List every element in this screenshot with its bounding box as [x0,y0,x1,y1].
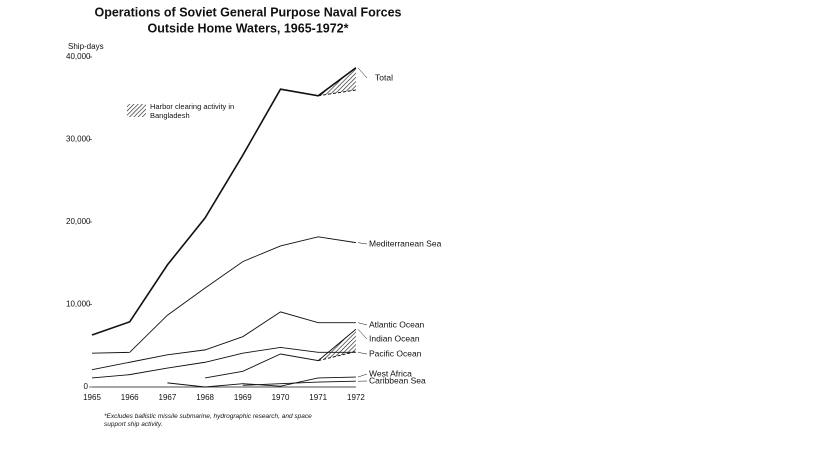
leader-line [357,67,368,79]
series-line [91,346,356,379]
x-tick-label: 1972 [347,393,365,402]
y-tick-label: 20,000 [66,217,91,226]
series-label: Mediterranean Sea [369,238,442,248]
harbor-clearing-area [318,67,356,96]
series-line [91,311,356,371]
x-tick-label: 1970 [272,393,290,402]
series-label: Caribbean Sea [369,375,426,385]
series-label: West Africa [369,368,412,378]
footnote: *Excludes ballistic missile submarine, h… [104,413,312,428]
series-label: Total [375,72,393,82]
dashed-line [318,89,356,97]
leader-line [357,352,368,355]
y-tick-label: 30,000 [66,135,91,144]
dashed-line [318,351,357,362]
y-axis-label: Ship-days [68,42,104,51]
x-tick-label: 1969 [234,393,252,402]
series-label: Pacific Ocean [369,348,422,358]
legend-text: Harbor clearing activity in Bangladesh [150,102,235,120]
x-tick-label: 1971 [309,393,327,402]
footnote-text: *Excludes ballistic missile submarine, h… [104,413,312,428]
leader-line [357,329,368,340]
legend-swatch [127,104,146,117]
leader-line [357,322,368,326]
legend: Harbor clearing activity in Bangladesh [150,102,235,120]
leader-line [357,373,368,378]
series-line [91,236,356,354]
series-line [205,328,357,379]
x-tick-label: 1965 [83,393,101,402]
series-line [91,67,357,336]
x-tick-label: 1967 [159,393,177,402]
y-tick-label: 10,000 [66,300,91,309]
y-tick-label: 0 [84,382,89,391]
series-label: Atlantic Ocean [369,319,425,329]
series-line [242,380,356,386]
leader-line [357,242,368,245]
y-tick-label: 40,000 [66,52,91,61]
x-tick-label: 1966 [121,393,139,402]
x-tick-label: 1968 [196,393,214,402]
chart-title: Operations of Soviet General Purpose Nav… [94,5,401,19]
series-label: Indian Ocean [369,333,420,343]
chart-subtitle: Outside Home Waters, 1965-1972* [147,21,348,35]
